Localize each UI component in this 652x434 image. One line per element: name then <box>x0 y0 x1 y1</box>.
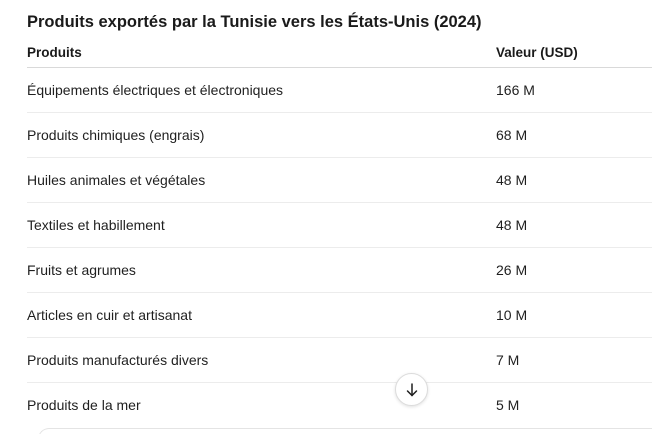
value-cell: 68 M <box>496 112 652 158</box>
product-cell: Équipements électriques et électroniques <box>27 67 496 113</box>
table-row: Articles en cuir et artisanat 10 M <box>27 292 652 338</box>
column-header-value: Valeur (USD) <box>496 38 652 68</box>
product-cell: Textiles et habillement <box>27 202 496 248</box>
table-row: Équipements électriques et électroniques… <box>27 67 652 113</box>
product-cell: Produits manufacturés divers <box>27 337 496 383</box>
value-cell: 5 M <box>496 397 520 413</box>
exports-table: Produits Valeur (USD) Équipements électr… <box>27 38 652 427</box>
product-cell: Fruits et agrumes <box>27 247 496 293</box>
product-cell: Produits chimiques (engrais) <box>27 112 496 158</box>
input-box-edge <box>38 428 652 434</box>
table-row: Produits manufacturés divers 7 M <box>27 337 652 383</box>
product-cell: Huiles animales et végétales <box>27 157 496 203</box>
table-header-row: Produits Valeur (USD) <box>27 38 652 68</box>
arrow-down-icon <box>406 382 417 396</box>
table-row: Produits chimiques (engrais) 68 M <box>27 112 652 158</box>
value-cell: 26 M <box>496 247 652 293</box>
value-cell: 166 M <box>496 67 652 113</box>
product-cell: Produits de la mer <box>27 397 141 413</box>
product-cell: Articles en cuir et artisanat <box>27 292 496 338</box>
scroll-to-bottom-button[interactable] <box>395 373 428 406</box>
column-header-products: Produits <box>27 38 496 68</box>
table-row: Fruits et agrumes 26 M <box>27 247 652 293</box>
table-row: Produits de la mer 5 M <box>27 383 652 428</box>
table-row: Textiles et habillement 48 M <box>27 202 652 248</box>
value-cell: 48 M <box>496 157 652 203</box>
value-cell: 48 M <box>496 202 652 248</box>
table-title: Produits exportés par la Tunisie vers le… <box>27 13 482 31</box>
value-cell: 10 M <box>496 292 652 338</box>
table-row: Huiles animales et végétales 48 M <box>27 157 652 203</box>
value-cell: 7 M <box>496 337 652 383</box>
